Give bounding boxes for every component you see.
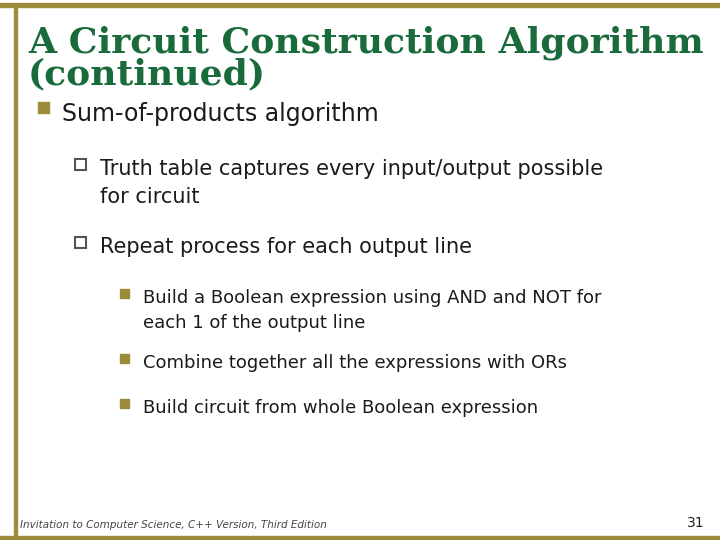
Text: A Circuit Construction Algorithm: A Circuit Construction Algorithm — [28, 25, 703, 59]
Bar — [0, 536, 720, 540]
Bar — [75, 159, 86, 170]
Text: Invitation to Computer Science, C++ Version, Third Edition: Invitation to Computer Science, C++ Vers… — [20, 520, 327, 530]
Bar — [0, 3, 720, 7]
Text: Truth table captures every input/output possible
for circuit: Truth table captures every input/output … — [100, 159, 603, 207]
Text: 31: 31 — [688, 516, 705, 530]
Bar — [75, 237, 86, 248]
Text: Build circuit from whole Boolean expression: Build circuit from whole Boolean express… — [143, 399, 538, 417]
Bar — [120, 289, 129, 298]
Text: Sum-of-products algorithm: Sum-of-products algorithm — [62, 102, 379, 126]
Text: Build a Boolean expression using AND and NOT for
each 1 of the output line: Build a Boolean expression using AND and… — [143, 289, 601, 332]
Bar — [120, 399, 129, 408]
Bar — [14, 7, 17, 536]
Text: Repeat process for each output line: Repeat process for each output line — [100, 237, 472, 257]
Text: (continued): (continued) — [28, 57, 266, 91]
Bar — [120, 354, 129, 363]
Text: Combine together all the expressions with ORs: Combine together all the expressions wit… — [143, 354, 567, 372]
Bar — [38, 102, 49, 113]
